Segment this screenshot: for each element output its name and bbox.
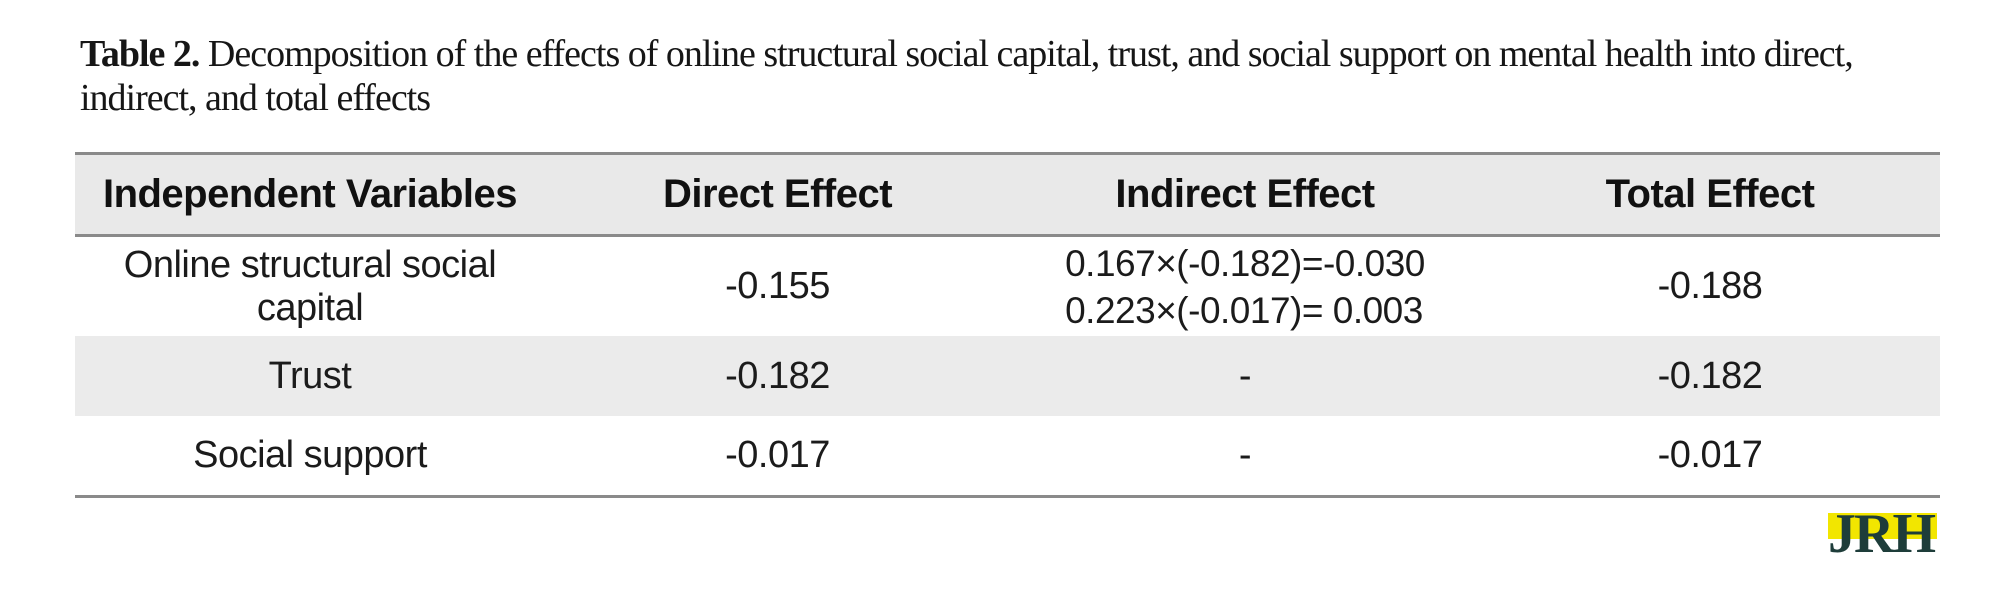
table-row-trust: Trust -0.182 - -0.182 — [75, 336, 1940, 416]
table-row-online-structural-social-capital: Online structural social capital -0.155 … — [75, 235, 1940, 336]
cell-total-effect: -0.182 — [1480, 336, 1940, 416]
table-caption: Table 2. Decomposition of the effects of… — [80, 32, 1980, 120]
jrh-journal-logo: JRH — [1828, 506, 1940, 568]
cell-indirect-effect: - — [1010, 416, 1480, 497]
cell-direct-effect: -0.155 — [545, 235, 1010, 336]
table-row-social-support: Social support -0.017 - -0.017 — [75, 416, 1940, 497]
cell-total-effect: -0.017 — [1480, 416, 1940, 497]
logo-yellow-band — [1828, 513, 1937, 539]
indirect-effect-formulas: 0.167×(-0.182)=-0.030 0.223×(-0.017)= 0.… — [1065, 240, 1425, 334]
caption-table-number: Table 2. — [80, 33, 200, 75]
cell-indirect-effect: 0.167×(-0.182)=-0.030 0.223×(-0.017)= 0.… — [1010, 235, 1480, 336]
col-header-indirect-effect: Indirect Effect — [1010, 153, 1480, 237]
cell-indirect-effect: - — [1010, 336, 1480, 416]
col-header-independent-variables: Independent Variables — [75, 153, 545, 237]
caption-line-2: indirect, and total effects — [80, 76, 1980, 120]
caption-text-line-2: indirect, and total effects — [80, 77, 431, 119]
cell-direct-effect: -0.017 — [545, 416, 1010, 497]
col-header-total-effect: Total Effect — [1480, 153, 1940, 237]
caption-line-1: Table 2. Decomposition of the effects of… — [80, 32, 1980, 76]
effects-decomposition-table: Independent Variables Direct Effect Indi… — [75, 152, 1940, 498]
table-header-row: Independent Variables Direct Effect Indi… — [75, 153, 1940, 237]
cell-variable: Trust — [75, 336, 545, 416]
cell-variable: Social support — [75, 416, 545, 497]
indirect-formula-1: 0.167×(-0.182)=-0.030 — [1065, 242, 1425, 284]
col-header-direct-effect: Direct Effect — [545, 153, 1010, 237]
cell-variable: Online structural social capital — [75, 235, 545, 336]
logo-letters: JRH — [1828, 503, 1936, 565]
cell-total-effect: -0.188 — [1480, 235, 1940, 336]
caption-text-line-1: Decomposition of the effects of online s… — [207, 33, 1854, 75]
cell-direct-effect: -0.182 — [545, 336, 1010, 416]
indirect-formula-2: 0.223×(-0.017)= 0.003 — [1065, 289, 1423, 331]
